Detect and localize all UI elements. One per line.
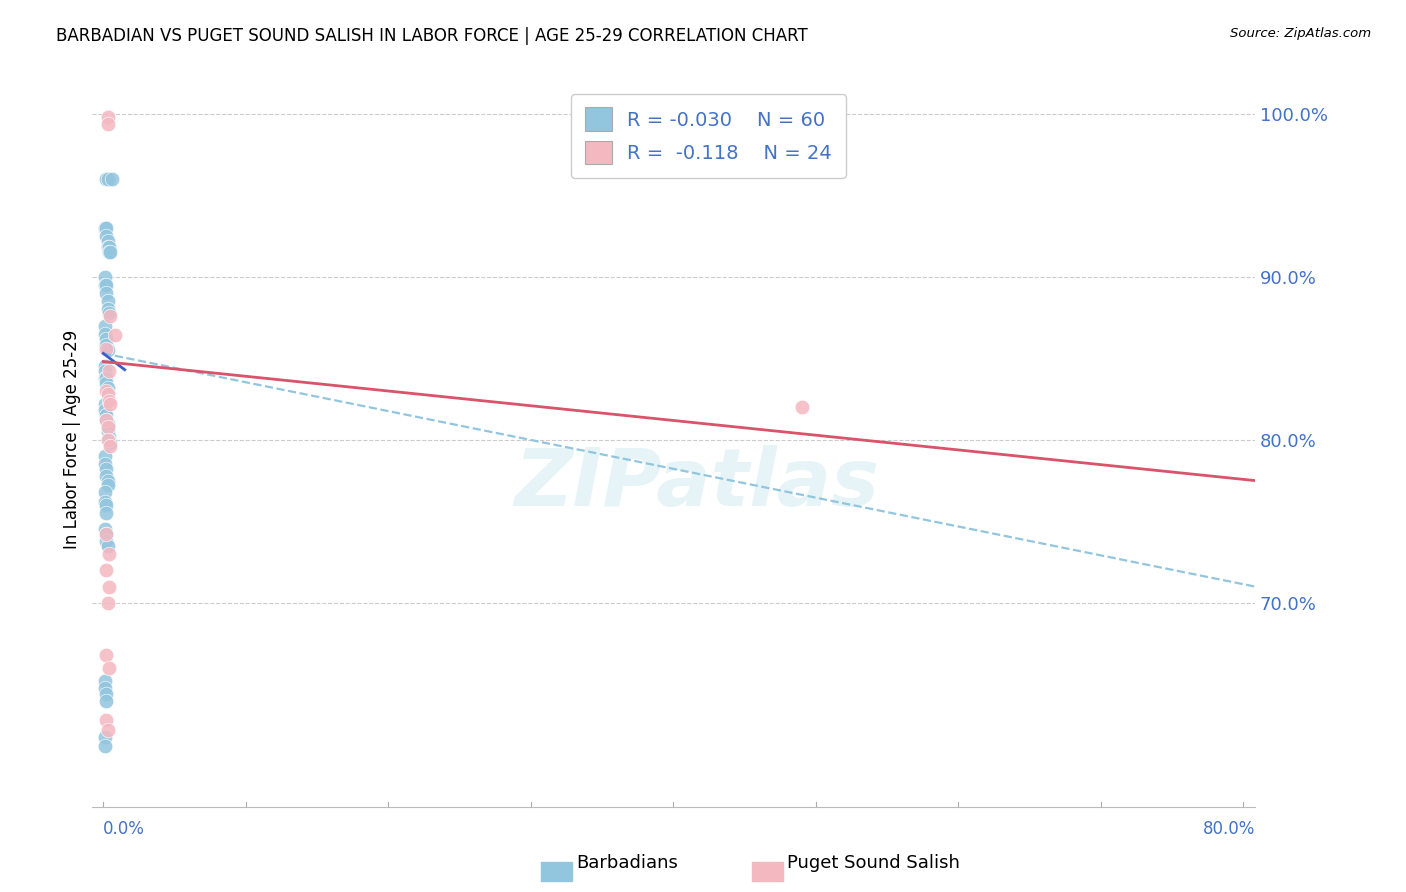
Point xyxy=(93,485,115,500)
Point xyxy=(100,245,122,260)
Point xyxy=(96,527,118,541)
Point xyxy=(96,332,118,346)
Point xyxy=(98,547,121,561)
Point xyxy=(96,409,118,423)
Point xyxy=(97,387,120,401)
Point xyxy=(97,419,120,434)
Point xyxy=(93,457,115,471)
Point xyxy=(97,172,120,186)
Point xyxy=(96,527,118,541)
Point xyxy=(93,495,115,509)
Point xyxy=(96,468,118,483)
Point xyxy=(97,474,120,488)
Point xyxy=(97,234,120,248)
Text: Source: ZipAtlas.com: Source: ZipAtlas.com xyxy=(1230,27,1371,40)
Point xyxy=(98,580,121,594)
Point xyxy=(104,328,127,343)
Point xyxy=(96,687,118,701)
Point xyxy=(98,245,121,260)
Point xyxy=(93,371,115,385)
Point xyxy=(96,371,118,385)
Point xyxy=(97,387,120,401)
Point xyxy=(97,419,120,434)
Point xyxy=(101,172,124,186)
Point xyxy=(96,563,118,577)
Legend: R = -0.030    N = 60, R =  -0.118    N = 24: R = -0.030 N = 60, R = -0.118 N = 24 xyxy=(571,94,845,178)
Point xyxy=(97,240,120,254)
Point xyxy=(97,433,120,447)
Point xyxy=(93,277,115,292)
Point xyxy=(97,478,120,492)
Point xyxy=(93,397,115,411)
Point xyxy=(98,240,121,254)
Point xyxy=(96,413,118,427)
Point xyxy=(97,110,120,124)
Point xyxy=(96,229,118,244)
Point xyxy=(97,596,120,610)
Point xyxy=(97,425,120,439)
Point xyxy=(98,661,121,675)
Point xyxy=(93,269,115,284)
Text: ZIPatlas: ZIPatlas xyxy=(515,445,879,523)
Point xyxy=(96,172,118,186)
Point xyxy=(93,403,115,417)
Point xyxy=(96,384,118,398)
Point xyxy=(96,338,118,352)
Point xyxy=(93,220,115,235)
Point xyxy=(96,220,118,235)
Point xyxy=(93,681,115,695)
Point xyxy=(97,294,120,309)
Text: In Labor Force | Age 25-29: In Labor Force | Age 25-29 xyxy=(63,330,82,549)
Point xyxy=(93,318,115,333)
Point xyxy=(96,648,118,662)
Text: BARBADIAN VS PUGET SOUND SALISH IN LABOR FORCE | AGE 25-29 CORRELATION CHART: BARBADIAN VS PUGET SOUND SALISH IN LABOR… xyxy=(56,27,808,45)
Point xyxy=(97,723,120,737)
Text: 80.0%: 80.0% xyxy=(1202,820,1256,838)
Text: Puget Sound Salish: Puget Sound Salish xyxy=(787,855,960,872)
Point xyxy=(96,413,118,427)
Point xyxy=(96,462,118,476)
Point xyxy=(93,359,115,374)
Point xyxy=(93,523,115,537)
Point xyxy=(93,674,115,689)
Point xyxy=(97,116,120,130)
Point xyxy=(100,309,122,323)
Point xyxy=(97,539,120,553)
Point xyxy=(96,713,118,727)
Text: Barbadians: Barbadians xyxy=(576,855,678,872)
Point xyxy=(96,342,118,356)
Point xyxy=(96,498,118,512)
Point xyxy=(98,393,121,408)
Point xyxy=(93,326,115,341)
Point xyxy=(97,381,120,395)
Point xyxy=(96,533,118,548)
Point xyxy=(98,305,121,319)
Point xyxy=(98,364,121,378)
Point xyxy=(96,286,118,301)
Point xyxy=(97,302,120,317)
Point xyxy=(96,376,118,390)
Text: 0.0%: 0.0% xyxy=(103,820,145,838)
Point xyxy=(100,397,122,411)
Point xyxy=(98,429,121,443)
Point xyxy=(97,417,120,431)
Point xyxy=(93,449,115,463)
Point xyxy=(790,401,813,415)
Point xyxy=(98,433,121,447)
Point xyxy=(93,364,115,378)
Point xyxy=(96,694,118,708)
Point xyxy=(100,436,122,450)
Point xyxy=(100,439,122,453)
Point xyxy=(96,277,118,292)
Point xyxy=(93,739,115,754)
Point xyxy=(93,730,115,744)
Point xyxy=(96,506,118,520)
Point xyxy=(97,343,120,358)
